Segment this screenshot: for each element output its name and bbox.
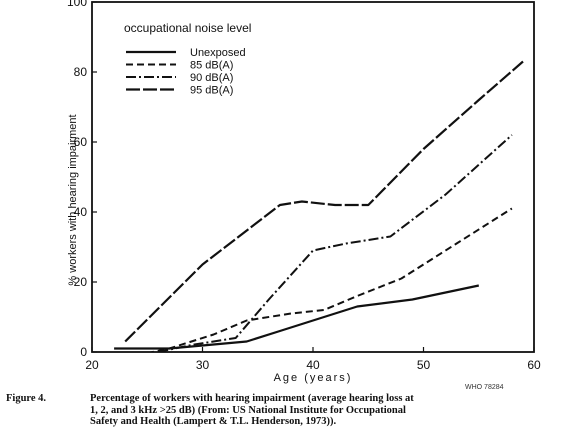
caption-line-3: Safety and Health (Lampert & T.L. Hender… [90,416,337,427]
x-axis-title: Age (years) [274,372,353,384]
legend-label: 85 dB(A) [190,60,233,72]
plot-frame [91,1,535,353]
x-tick-label: 50 [417,358,431,372]
y-tick-label: 60 [74,135,88,149]
series-line-1 [114,284,480,350]
legend-title: occupational noise level [124,21,251,35]
caption-line-1: Percentage of workers with hearing impai… [90,393,414,404]
figure-code: WHO 78284 [465,384,504,391]
legend-label: 90 dB(A) [190,72,233,84]
y-tick-label: 80 [74,65,88,79]
x-tick-label: 20 [85,358,99,372]
y-tick-label: 40 [74,205,88,219]
series-line-4 [124,60,524,343]
legend-label: 95 dB(A) [190,85,233,97]
x-tick-label: 60 [527,358,541,372]
series-lines [114,60,524,352]
x-tick-label: 40 [306,358,320,372]
y-tick-label: 0 [80,345,87,359]
x-tick-label: 30 [196,358,210,372]
figure-caption: Figure 4. Percentage of workers with hear… [6,393,572,428]
legend-label: Unexposed [190,47,246,59]
y-axis-title: % workers with hearing impairment [67,114,79,285]
series-line-3 [158,134,513,352]
series-line-2 [147,207,513,352]
caption-label: Figure 4. [6,393,47,404]
y-tick-label: 100 [67,0,87,9]
caption-line-2: 1, 2, and 3 kHz >25 dB) (From: US Nation… [90,404,406,416]
y-tick-label: 20 [74,275,88,289]
